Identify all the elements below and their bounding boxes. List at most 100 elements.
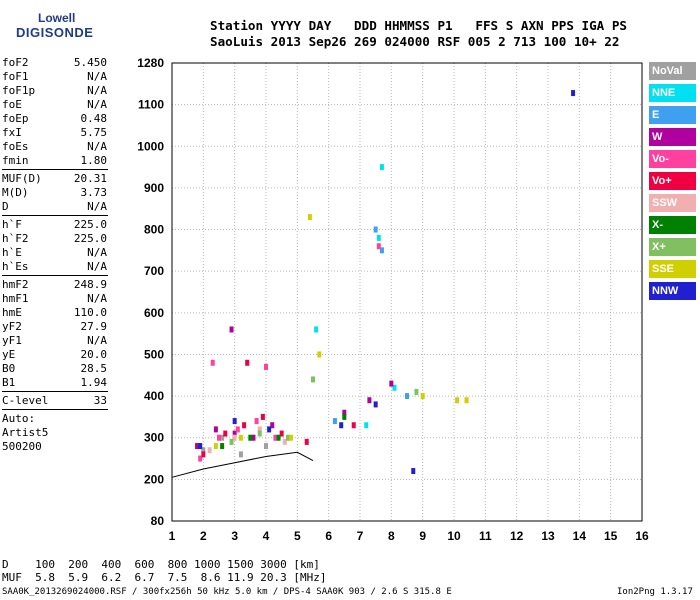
param-row: fxI 5.75 (2, 126, 107, 140)
y-tick-label: 700 (144, 264, 164, 278)
echo-point (245, 359, 250, 366)
echo-point (464, 397, 469, 404)
legend-item: X+ (649, 238, 696, 256)
param-value: N/A (87, 334, 107, 347)
legend-item: SSW (649, 194, 696, 212)
x-tick-label: 6 (325, 529, 332, 543)
echo-point (229, 326, 234, 333)
param-row: hmE 110.0 (2, 306, 107, 320)
header-values: SaoLuis 2013 Sep26 269 024000 RSF 005 2 … (210, 34, 620, 49)
param-name: M(D) (2, 186, 29, 199)
param-name: B1 (2, 376, 16, 389)
echo-point (220, 434, 225, 441)
param-name: MUF(D) (2, 172, 42, 185)
legend-item: NNW (649, 282, 696, 300)
param-name: yF2 (2, 320, 22, 333)
param-value: N/A (87, 246, 107, 259)
echo-point (254, 418, 259, 425)
param-value: 28.5 (80, 362, 108, 375)
echo-point (198, 455, 203, 462)
param-name: h`F (2, 218, 22, 231)
y-tick-label: 1000 (137, 139, 164, 153)
param-value: N/A (87, 70, 107, 83)
param-separator (2, 169, 108, 170)
param-value: 20.0 (80, 348, 108, 361)
param-row: foF1p N/A (2, 84, 107, 98)
echo-point (270, 422, 275, 429)
echo-point (411, 468, 416, 475)
param-name: fxI (2, 126, 22, 139)
echo-point (276, 434, 281, 441)
y-tick-label: 80 (151, 514, 165, 528)
y-tick-label: 400 (144, 389, 164, 403)
param-name: 500200 (2, 440, 42, 453)
echo-point (455, 397, 460, 404)
param-name: yE (2, 348, 16, 361)
param-value: 225.0 (73, 218, 107, 231)
echo-point (238, 451, 243, 458)
echo-point (232, 434, 237, 441)
param-row: h`F2 225.0 (2, 232, 107, 246)
echo-point (317, 351, 322, 358)
param-name: foE (2, 98, 22, 111)
echo-point (195, 443, 200, 450)
param-value: 225.0 (73, 232, 107, 245)
x-tick-label: 3 (231, 529, 238, 543)
param-value: 0.48 (80, 112, 108, 125)
param-row: C-level 33 (2, 394, 107, 408)
echo-point (376, 243, 381, 250)
echo-point (238, 434, 243, 441)
param-value: N/A (87, 84, 107, 97)
echo-point (405, 393, 409, 400)
x-tick-label: 7 (357, 529, 364, 543)
echo-point (364, 422, 369, 429)
param-row: yF1 N/A (2, 334, 107, 348)
echo-point (314, 326, 319, 333)
param-value: 3.73 (80, 186, 108, 199)
plot-frame (171, 62, 643, 522)
param-row: hmF2 248.9 (2, 278, 107, 292)
param-name: hmE (2, 306, 22, 319)
legend-item: W (649, 128, 696, 146)
param-row: MUF(D) 20.31 (2, 172, 107, 186)
echo-point (267, 426, 272, 433)
echo-point (392, 384, 397, 391)
param-row: B1 1.94 (2, 376, 107, 390)
echo-point (282, 438, 287, 445)
param-row: foE N/A (2, 98, 107, 112)
param-row: foEs N/A (2, 140, 107, 154)
echo-point (201, 451, 206, 458)
param-row: foF2 5.450 (2, 56, 107, 70)
param-name: fmin (2, 154, 29, 167)
param-value: 20.31 (73, 172, 107, 185)
param-value: N/A (87, 98, 107, 111)
echo-point (342, 409, 347, 416)
param-value: 27.9 (80, 320, 108, 333)
echo-point (264, 363, 268, 370)
echo-point (201, 447, 206, 454)
echo-point (379, 164, 384, 171)
x-tick-label: 13 (541, 529, 555, 543)
echo-point (248, 434, 253, 441)
param-value: 1.80 (80, 154, 108, 167)
echo-point (257, 430, 262, 437)
param-row: Artist5 (2, 426, 107, 440)
legend-item: Vo+ (649, 172, 696, 190)
echo-point (373, 401, 378, 408)
echo-point (289, 434, 294, 441)
echo-point (571, 90, 576, 97)
param-name: h`Es (2, 260, 29, 273)
legend-item: NoVal (649, 62, 696, 80)
echo-point (332, 418, 337, 425)
param-row: yF2 27.9 (2, 320, 107, 334)
param-name: foF2 (2, 56, 29, 69)
echo-point (260, 413, 265, 420)
echo-point (210, 359, 215, 366)
param-row: foEp 0.48 (2, 112, 107, 126)
echo-point (264, 443, 268, 450)
param-value: 33 (93, 394, 107, 407)
echo-point (379, 247, 384, 254)
x-tick-label: 11 (479, 529, 492, 543)
param-row: M(D) 3.73 (2, 186, 107, 200)
